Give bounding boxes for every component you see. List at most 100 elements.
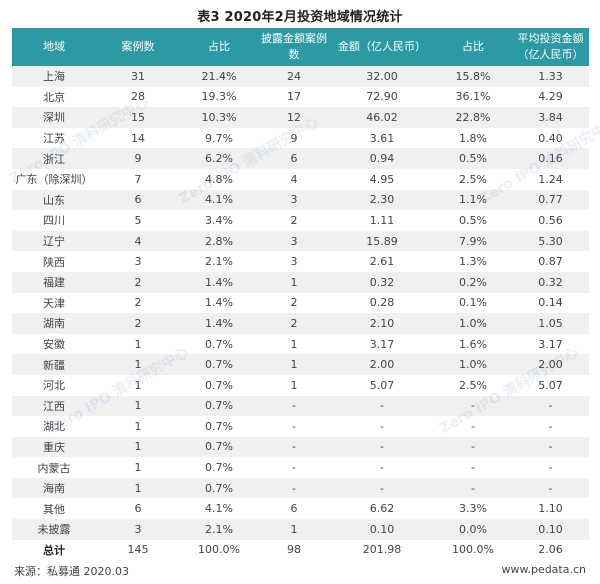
cell-disclosed-cases: - (258, 395, 330, 417)
cell-case-share: 0.7% (180, 354, 258, 375)
header-amount: 金额（亿人民币） (330, 28, 434, 66)
cell-disclosed-cases: 9 (258, 127, 330, 149)
cell-region: 陕西 (12, 251, 96, 272)
cell-amount: 72.90 (330, 86, 434, 108)
cell-case-count: 1 (96, 354, 180, 375)
table-row: 内蒙古 1 0.7% - - - - (12, 457, 589, 478)
cell-amount: 4.95 (330, 168, 434, 190)
cell-amount-share: 2.5% (434, 168, 512, 190)
table-row: 湖南 2 1.4% 2 2.10 1.0% 1.05 (12, 313, 589, 334)
cell-avg-amount: 0.56 (512, 210, 589, 231)
cell-case-count: 5 (96, 210, 180, 231)
cell-avg-amount: 4.29 (512, 86, 589, 108)
cell-disclosed-cases: 17 (258, 86, 330, 108)
cell-amount-share: 0.0% (434, 519, 512, 540)
cell-disclosed-cases: 1 (258, 519, 330, 540)
cell-case-count: 6 (96, 498, 180, 520)
table-total-row: 总计 145 100.0% 98 201.98 100.0% 2.06 (12, 539, 589, 561)
cell-region: 四川 (12, 210, 96, 231)
cell-case-count: 15 (96, 107, 180, 128)
cell-case-share: 4.1% (180, 498, 258, 520)
cell-amount-share: 1.8% (434, 127, 512, 149)
cell-region: 上海 (12, 66, 96, 87)
cell-disclosed-cases: 1 (258, 333, 330, 355)
region-investment-table: 地域 案例数 占比 披露金额案例数 金额（亿人民币） 占比 平均投资金额（亿人民… (12, 28, 589, 561)
cell-case-share: 1.4% (180, 313, 258, 334)
cell-case-share: 9.7% (180, 127, 258, 149)
cell-avg-amount: - (512, 395, 589, 417)
cell-region: 湖南 (12, 313, 96, 334)
cell-case-count: 1 (96, 395, 180, 417)
table-row: 福建 2 1.4% 1 0.32 0.2% 0.32 (12, 271, 589, 293)
total-cell-case-count: 145 (96, 539, 180, 561)
cell-amount: 6.62 (330, 498, 434, 520)
cell-amount: 2.30 (330, 189, 434, 211)
cell-disclosed-cases: - (258, 477, 330, 499)
cell-amount-share: 3.3% (434, 498, 512, 520)
cell-case-share: 21.4% (180, 66, 258, 87)
cell-region: 重庆 (12, 436, 96, 458)
cell-region: 新疆 (12, 354, 96, 375)
source-note: 来源：私募通 2020.03 (14, 565, 129, 578)
cell-amount-share: 0.1% (434, 292, 512, 314)
cell-disclosed-cases: 24 (258, 66, 330, 87)
cell-region: 湖北 (12, 416, 96, 437)
cell-case-share: 19.3% (180, 86, 258, 108)
header-case-count: 案例数 (96, 28, 180, 66)
cell-region: 辽宁 (12, 230, 96, 252)
cell-case-share: 0.7% (180, 374, 258, 396)
cell-region: 天津 (12, 292, 96, 314)
cell-amount-share: 7.9% (434, 230, 512, 252)
cell-avg-amount: 0.32 (512, 271, 589, 293)
cell-region: 其他 (12, 498, 96, 520)
cell-avg-amount: 1.05 (512, 313, 589, 334)
cell-case-share: 0.7% (180, 457, 258, 478)
cell-amount-share: 1.6% (434, 333, 512, 355)
cell-avg-amount: 0.77 (512, 189, 589, 211)
cell-amount-share: 1.1% (434, 189, 512, 211)
table-row: 河北 1 0.7% 1 5.07 2.5% 5.07 (12, 374, 589, 396)
cell-region: 福建 (12, 271, 96, 293)
cell-amount: - (330, 477, 434, 499)
cell-case-count: 1 (96, 374, 180, 396)
total-cell-amount: 201.98 (330, 539, 434, 561)
cell-avg-amount: 2.00 (512, 354, 589, 375)
cell-amount: - (330, 457, 434, 478)
cell-amount-share: 0.5% (434, 210, 512, 231)
cell-disclosed-cases: 2 (258, 292, 330, 314)
table-row: 安徽 1 0.7% 1 3.17 1.6% 3.17 (12, 333, 589, 355)
total-cell-avg-amount: 2.06 (512, 539, 589, 561)
cell-region: 河北 (12, 374, 96, 396)
cell-avg-amount: - (512, 477, 589, 499)
cell-amount: 2.10 (330, 313, 434, 334)
cell-case-count: 1 (96, 333, 180, 355)
cell-case-share: 0.7% (180, 477, 258, 499)
total-cell-disclosed-cases: 98 (258, 539, 330, 561)
cell-case-count: 6 (96, 189, 180, 211)
cell-disclosed-cases: 12 (258, 107, 330, 128)
cell-amount: 0.28 (330, 292, 434, 314)
cell-disclosed-cases: 6 (258, 498, 330, 520)
cell-case-count: 1 (96, 436, 180, 458)
cell-disclosed-cases: 2 (258, 313, 330, 334)
cell-disclosed-cases: - (258, 416, 330, 437)
cell-case-count: 28 (96, 86, 180, 108)
header-case-share: 占比 (180, 28, 258, 66)
total-cell-region: 总计 (12, 539, 96, 561)
cell-avg-amount: 1.10 (512, 498, 589, 520)
cell-disclosed-cases: 3 (258, 189, 330, 211)
cell-avg-amount: - (512, 436, 589, 458)
cell-amount: 0.10 (330, 519, 434, 540)
cell-case-count: 7 (96, 168, 180, 190)
table-row: 重庆 1 0.7% - - - - (12, 436, 589, 458)
cell-disclosed-cases: 6 (258, 148, 330, 169)
cell-amount-share: 1.0% (434, 313, 512, 334)
cell-amount: 32.00 (330, 66, 434, 87)
cell-disclosed-cases: - (258, 457, 330, 478)
cell-region: 内蒙古 (12, 457, 96, 478)
total-cell-case-share: 100.0% (180, 539, 258, 561)
table-row: 四川 5 3.4% 2 1.11 0.5% 0.56 (12, 210, 589, 231)
cell-disclosed-cases: 4 (258, 168, 330, 190)
cell-case-count: 9 (96, 148, 180, 169)
table-row: 山东 6 4.1% 3 2.30 1.1% 0.77 (12, 189, 589, 211)
